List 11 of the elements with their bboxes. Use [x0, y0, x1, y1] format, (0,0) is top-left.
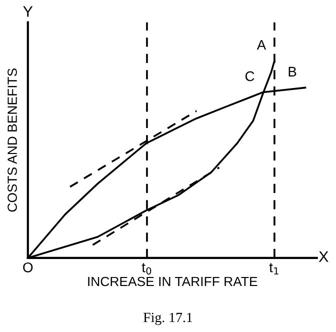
text: Y — [23, 6, 33, 17]
text: X — [318, 251, 328, 262]
annotation: B — [288, 66, 296, 76]
x-tick-label: O — [23, 262, 33, 272]
annotation: A — [256, 40, 266, 50]
annotation: C — [245, 71, 254, 82]
x-tick-label: t$_{1}$ — [269, 263, 278, 274]
x-axis-title: INCREASE IN TARIFF RATE — [88, 276, 258, 286]
x-tick-label: t$_{0}$ — [142, 263, 152, 275]
y-axis-title: COSTS AND BENEFITS — [8, 68, 17, 212]
caption: Fig. 17.1 — [144, 312, 192, 326]
